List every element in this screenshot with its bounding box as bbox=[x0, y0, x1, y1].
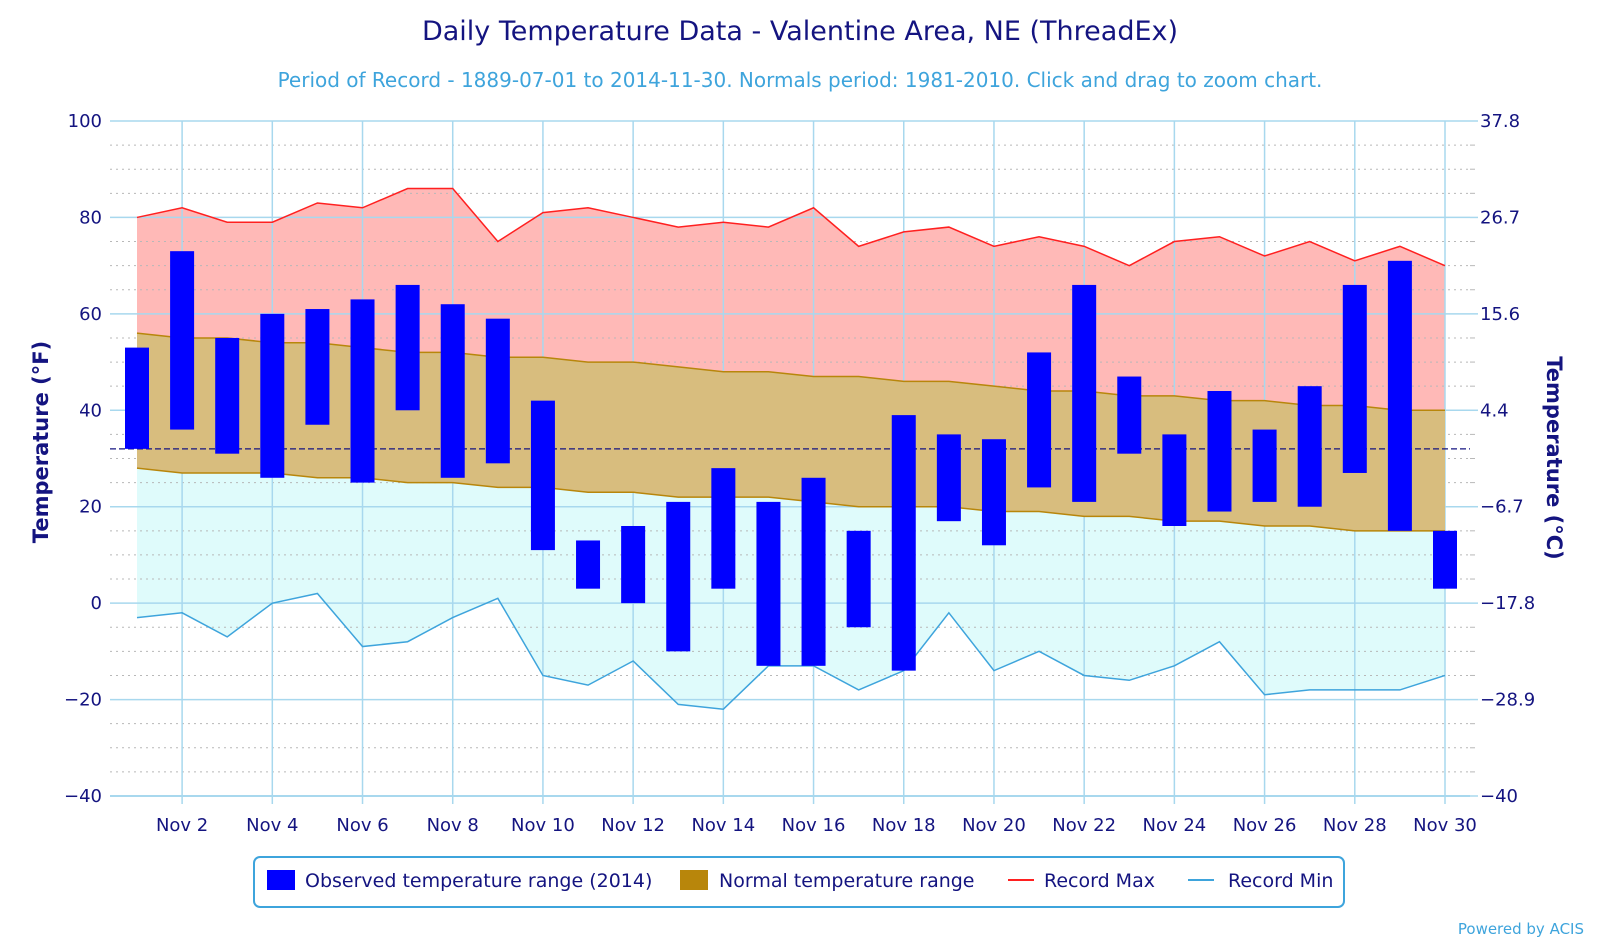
x-tick-label: Nov 4 bbox=[246, 815, 298, 836]
y-tick-label-left: 0 bbox=[91, 593, 102, 614]
observed-range-bar[interactable] bbox=[440, 304, 465, 478]
observed-range-bar[interactable] bbox=[1433, 530, 1457, 589]
y-tick-label-left: 100 bbox=[68, 111, 102, 132]
observed-range-bar[interactable] bbox=[666, 501, 691, 652]
legend-item-observed[interactable]: Observed temperature range (2014) bbox=[267, 870, 652, 892]
credit-text[interactable]: Powered by ACIS bbox=[1458, 920, 1584, 938]
legend-item-normal[interactable]: Normal temperature range bbox=[680, 870, 975, 892]
x-tick-label: Nov 10 bbox=[511, 815, 575, 836]
observed-range-bar[interactable] bbox=[1297, 386, 1322, 507]
observed-bars-layer[interactable] bbox=[125, 251, 1457, 671]
y-tick-label-right: 37.8 bbox=[1480, 111, 1520, 132]
observed-range-bar[interactable] bbox=[305, 309, 330, 425]
observed-range-bar[interactable] bbox=[1342, 284, 1367, 473]
x-tick-label: Nov 2 bbox=[156, 815, 208, 836]
x-tick-label: Nov 12 bbox=[601, 815, 665, 836]
observed-range-bar[interactable] bbox=[756, 501, 781, 666]
observed-range-bar[interactable] bbox=[1027, 352, 1052, 488]
observed-range-bar[interactable] bbox=[1207, 391, 1232, 512]
y-tick-label-left: 60 bbox=[79, 304, 102, 325]
observed-range-bar[interactable] bbox=[1252, 429, 1277, 502]
chart-title: Daily Temperature Data - Valentine Area,… bbox=[422, 16, 1178, 47]
y-tick-label-right: 4.4 bbox=[1480, 400, 1509, 421]
y-tick-label-right: 15.6 bbox=[1480, 304, 1520, 325]
y-tick-label-right: −17.8 bbox=[1480, 593, 1535, 614]
observed-range-bar[interactable] bbox=[576, 540, 601, 589]
x-tick-label: Nov 20 bbox=[962, 815, 1026, 836]
legend-label-record-max: Record Max bbox=[1044, 870, 1155, 892]
observed-range-bar[interactable] bbox=[621, 526, 646, 604]
y-tick-label-left: 40 bbox=[79, 400, 102, 421]
y-axis-title-right: Temperature (°C) bbox=[1542, 356, 1566, 559]
legend-label-observed: Observed temperature range (2014) bbox=[305, 870, 652, 892]
x-tick-label: Nov 26 bbox=[1233, 815, 1297, 836]
y-tick-label-right: 26.7 bbox=[1480, 207, 1520, 228]
observed-range-bar[interactable] bbox=[215, 337, 240, 454]
y-axis-title-left: Temperature (°F) bbox=[29, 341, 53, 543]
record-min-line bbox=[136, 592, 1446, 710]
record-low-band bbox=[137, 468, 1445, 710]
legend-box bbox=[253, 856, 1345, 908]
record-max-line bbox=[136, 187, 1446, 267]
y-tick-label-right: −6.7 bbox=[1480, 497, 1524, 518]
y-tick-label-right: −28.9 bbox=[1480, 690, 1535, 711]
observed-range-bar[interactable] bbox=[1162, 434, 1187, 526]
x-tick-label: Nov 14 bbox=[691, 815, 755, 836]
observed-range-bar[interactable] bbox=[260, 313, 285, 478]
x-tick-label: Nov 28 bbox=[1323, 815, 1387, 836]
observed-range-bar[interactable] bbox=[801, 477, 826, 666]
x-tick-label: Nov 8 bbox=[427, 815, 479, 836]
observed-range-bar[interactable] bbox=[1387, 260, 1412, 531]
legend-item-record-min[interactable]: Record Min bbox=[1188, 870, 1333, 892]
x-tick-label: Nov 6 bbox=[336, 815, 388, 836]
chart-subtitle: Period of Record - 1889-07-01 to 2014-11… bbox=[278, 68, 1323, 92]
observed-range-bar[interactable] bbox=[846, 530, 871, 628]
observed-range-bar[interactable] bbox=[936, 434, 961, 522]
observed-range-bar[interactable] bbox=[395, 284, 420, 411]
observed-range-bar[interactable] bbox=[530, 400, 555, 551]
record-lines-layer bbox=[136, 187, 1446, 710]
observed-range-bar[interactable] bbox=[350, 299, 375, 483]
x-tick-label: Nov 16 bbox=[782, 815, 846, 836]
x-tick-label: Nov 22 bbox=[1052, 815, 1116, 836]
legend-label-normal: Normal temperature range bbox=[719, 870, 975, 892]
record-band-layer bbox=[137, 188, 1445, 710]
y-tick-label-left: 20 bbox=[79, 497, 102, 518]
y-tick-label-left: 80 bbox=[79, 207, 102, 228]
y-tick-label-left: −40 bbox=[64, 786, 102, 807]
observed-range-bar[interactable] bbox=[981, 439, 1006, 546]
x-tick-label: Nov 24 bbox=[1142, 815, 1206, 836]
x-tick-label: Nov 30 bbox=[1413, 815, 1477, 836]
observed-range-bar[interactable] bbox=[1072, 284, 1097, 502]
y-tick-label-left: −20 bbox=[64, 690, 102, 711]
legend: Observed temperature range (2014) Normal… bbox=[253, 856, 1345, 908]
observed-range-bar[interactable] bbox=[170, 251, 195, 430]
x-tick-label: Nov 18 bbox=[872, 815, 936, 836]
observed-range-bar[interactable] bbox=[711, 468, 736, 589]
legend-item-record-max[interactable]: Record Max bbox=[1008, 870, 1155, 892]
observed-range-bar[interactable] bbox=[891, 415, 916, 671]
observed-range-bar[interactable] bbox=[125, 347, 149, 449]
axes-layer: −40 −40 −20 −28.9 0 −17.8 20 −6.7 40 4.4 60 15.6 80 2… bbox=[64, 111, 1535, 836]
record-high-band bbox=[137, 188, 1445, 411]
observed-range-bar[interactable] bbox=[1117, 376, 1142, 454]
legend-label-record-min: Record Min bbox=[1228, 870, 1333, 892]
legend-swatch-normal bbox=[680, 870, 708, 890]
y-tick-label-right: −40 bbox=[1480, 786, 1518, 807]
legend-swatch-observed bbox=[267, 870, 295, 890]
observed-range-bar[interactable] bbox=[485, 318, 510, 464]
